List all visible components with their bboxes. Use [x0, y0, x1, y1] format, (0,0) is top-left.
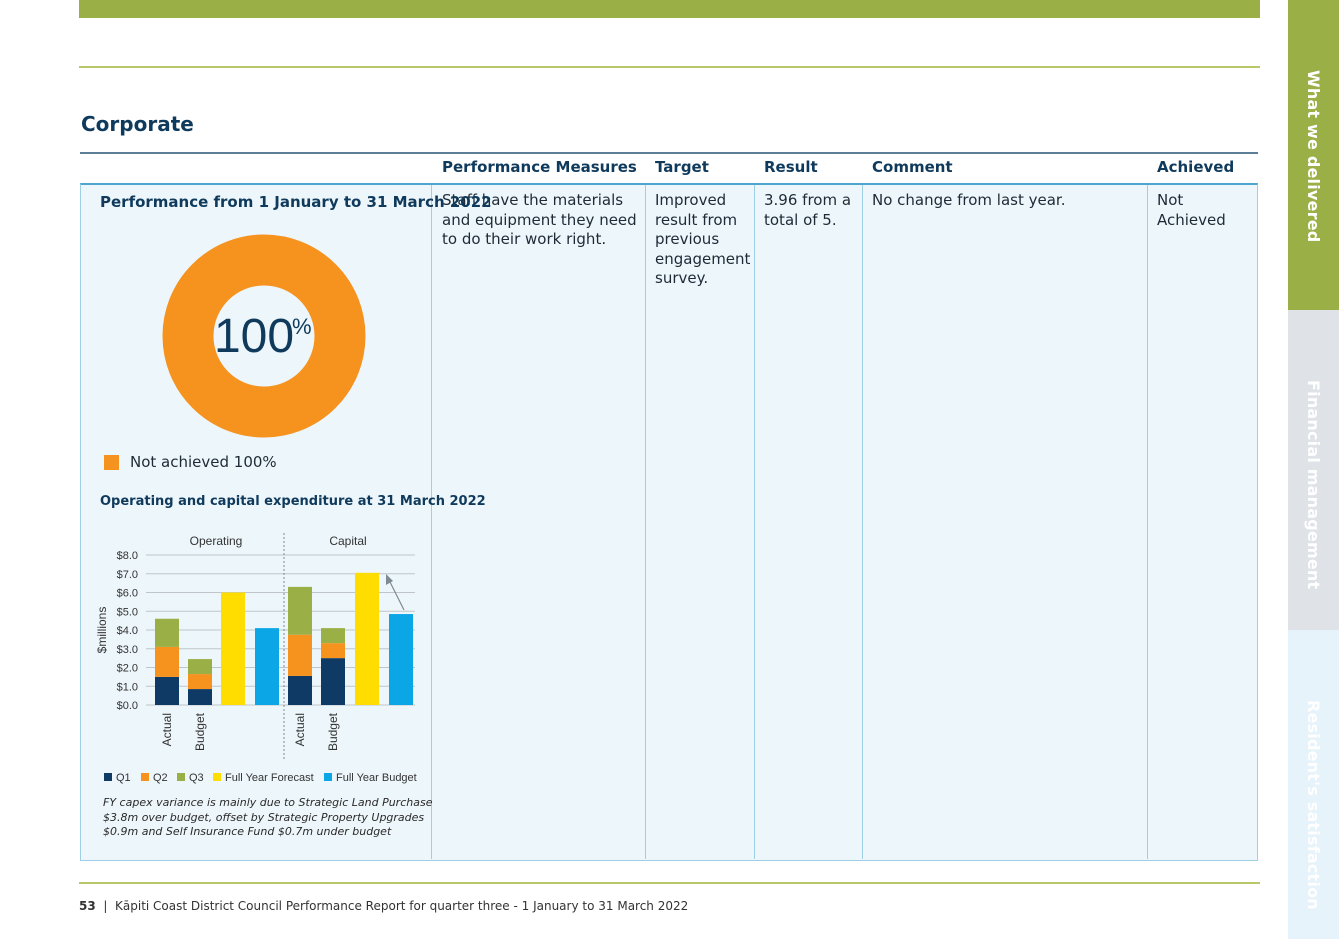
- page-footer: 53 | Kāpiti Coast District Council Perfo…: [79, 899, 689, 913]
- side-tab-residents-satisfaction[interactable]: Resident's satisfaction: [1288, 630, 1339, 939]
- table-top-rule: [80, 152, 1258, 154]
- chart-footnote: FY capex variance is mainly due to Strat…: [103, 796, 433, 838]
- column-divider: [645, 185, 646, 859]
- side-tab-what-we-delivered[interactable]: What we delivered: [1288, 0, 1339, 310]
- donut-legend: Not achieved 100%: [130, 453, 277, 471]
- cell-measure: Staff have the materials and equipment t…: [442, 191, 637, 248]
- header-result: Result: [764, 158, 818, 176]
- column-divider: [754, 185, 755, 859]
- section-title: Corporate: [81, 112, 194, 136]
- page-number: 53: [79, 899, 96, 913]
- chart-title: Operating and capital expenditure at 31 …: [100, 494, 486, 509]
- performance-title: Performance from 1 January to 31 March 2…: [100, 193, 492, 211]
- header-achieved: Achieved: [1157, 158, 1235, 176]
- header-performance-measures: Performance Measures: [442, 158, 637, 176]
- cell-achieved: Not Achieved: [1157, 191, 1226, 229]
- column-divider: [862, 185, 863, 859]
- column-divider: [1147, 185, 1148, 859]
- header-rule: [79, 66, 1260, 68]
- top-accent-bar: [79, 0, 1260, 18]
- cell-target: Improved result from previous engagement…: [655, 191, 751, 287]
- side-tab-financial-management[interactable]: Financial management: [1288, 310, 1339, 630]
- cell-result: 3.96 from a total of 5.: [764, 191, 852, 229]
- header-comment: Comment: [872, 158, 953, 176]
- footer-rule: [79, 882, 1260, 884]
- legend-swatch: [104, 455, 119, 470]
- footer-text: Kāpiti Coast District Council Performanc…: [115, 899, 689, 913]
- header-target: Target: [655, 158, 709, 176]
- column-divider: [431, 185, 432, 859]
- cell-comment: No change from last year.: [872, 191, 1066, 209]
